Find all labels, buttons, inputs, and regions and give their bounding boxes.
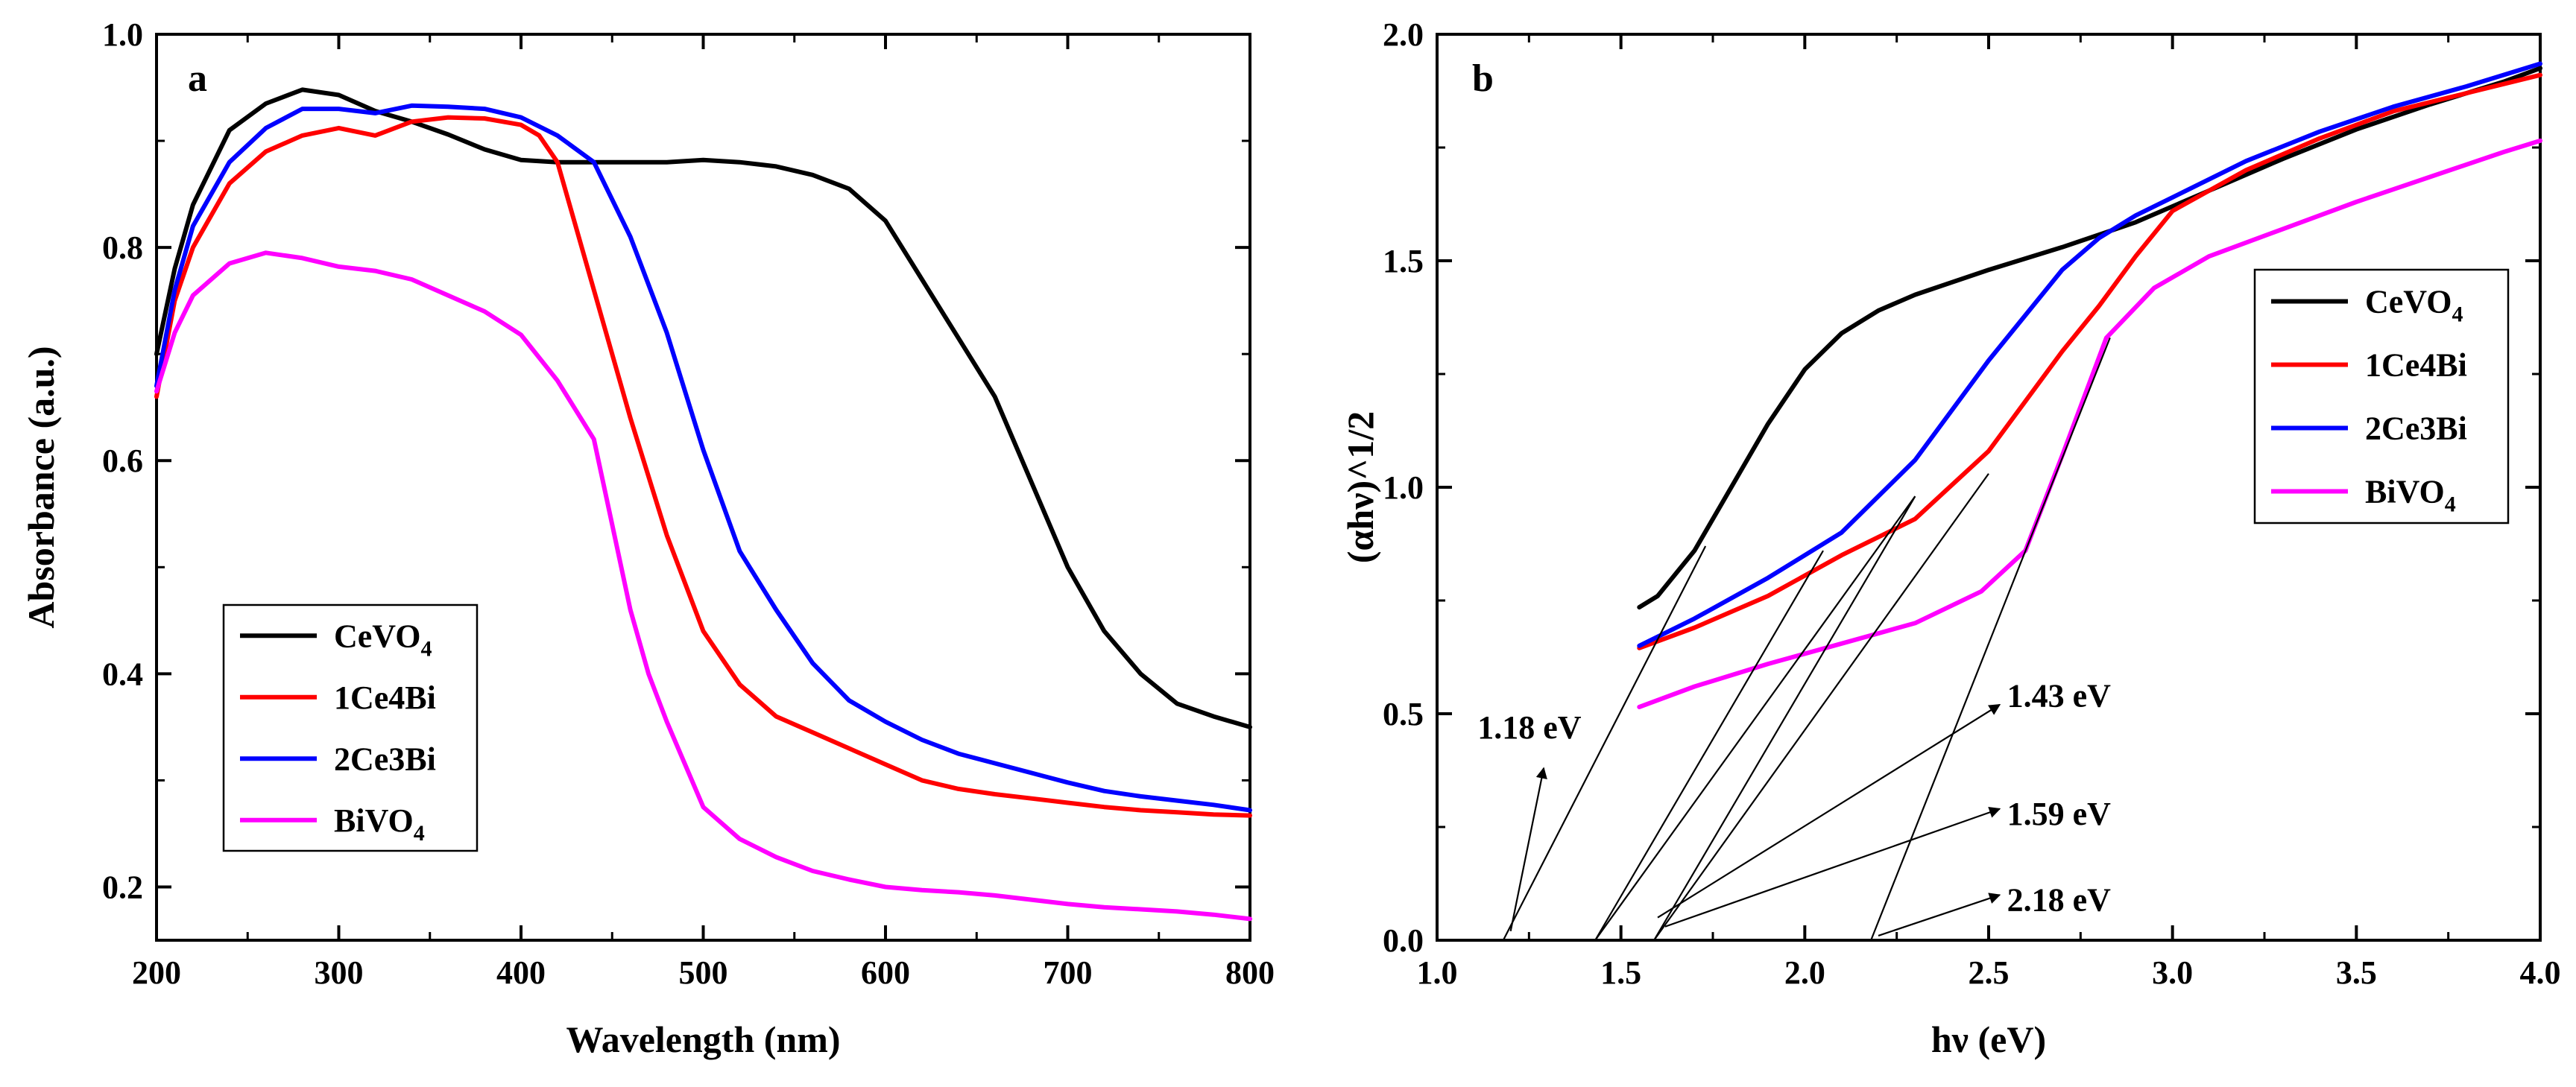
- tangent-line: [1502, 545, 1707, 941]
- tangent-line: [1594, 495, 1916, 941]
- annotation-arrow: [1509, 767, 1547, 932]
- y-tick-label: 0.8: [102, 229, 143, 266]
- x-tick-label: 1.5: [1600, 954, 1641, 991]
- y-tick-label: 2.0: [1383, 16, 1424, 53]
- y-tick-label: 1.0: [102, 16, 143, 53]
- gap-annotation: 1.43 eV: [2007, 678, 2112, 714]
- series-line-cevo4: [154, 87, 1252, 729]
- x-tick-label: 2.0: [1784, 954, 1825, 991]
- legend-box: [222, 603, 479, 852]
- y-tick-label: 0.5: [1383, 696, 1424, 732]
- series-line-cevo4: [1637, 66, 2542, 610]
- series-line-1ce4bi: [1637, 72, 2542, 650]
- annotation-arrow: [1664, 807, 2001, 928]
- legend-entry-subscript: 4: [420, 636, 432, 661]
- legend-entry-label: BiVO4: [334, 802, 425, 846]
- y-tick-label: 0.4: [102, 656, 143, 692]
- tangent-line: [1653, 495, 1916, 941]
- series-line-1ce4bi: [154, 115, 1252, 818]
- y-axis-title: Absorbance (a.u.): [20, 346, 62, 628]
- panel-a-chart: 200 300 400 500 600 700 800 0.2 0.4 0.6 0.8 1.0 a CeV…: [20, 16, 1275, 1060]
- legend-entry-text: BiVO: [334, 802, 414, 839]
- series-line-bivo4: [154, 250, 1252, 922]
- x-tick-label: 200: [132, 954, 181, 991]
- series-line-2ce3bi: [154, 103, 1252, 813]
- legend-entry-subscript: 4: [2452, 302, 2463, 327]
- y-tick-label: 1.0: [1383, 469, 1424, 506]
- legend-entry-text: 1Ce4Bi: [334, 679, 436, 716]
- legend-entry-text: CeVO: [2365, 284, 2452, 320]
- x-tick-label: 3.5: [2336, 954, 2377, 991]
- x-tick-label: 2.5: [1969, 954, 2010, 991]
- annotation-arrow: [1878, 893, 2001, 937]
- x-axis-title: Wavelength (nm): [566, 1018, 840, 1060]
- legend-entry-label: CeVO4: [2365, 284, 2463, 327]
- tangent-line: [1870, 337, 2111, 941]
- x-tick-label: 500: [679, 954, 728, 991]
- annotation-arrow: [1657, 703, 2001, 919]
- y-tick-label: 1.5: [1383, 243, 1424, 279]
- y-tick-label: 0.6: [102, 443, 143, 479]
- x-tick-label: 600: [861, 954, 910, 991]
- gap-annotation: 2.18 eV: [2007, 881, 2112, 918]
- x-tick-label: 400: [496, 954, 546, 991]
- series-line-bivo4: [1637, 138, 2542, 709]
- legend-entry-label: 1Ce4Bi: [2365, 347, 2467, 384]
- x-tick-label: 1.0: [1417, 954, 1458, 991]
- x-tick-label: 700: [1044, 954, 1093, 991]
- x-tick-label: 800: [1225, 954, 1275, 991]
- panel-label: a: [188, 57, 207, 100]
- legend-entry-text: 2Ce3Bi: [334, 741, 436, 777]
- legend-box: [2253, 268, 2510, 525]
- legend-entry-label: 1Ce4Bi: [334, 679, 436, 716]
- legend-entry-label: 2Ce3Bi: [2365, 411, 2467, 447]
- legend-entry-subscript: 4: [2445, 492, 2456, 517]
- legend-entry-text: 1Ce4Bi: [2365, 347, 2467, 384]
- gap-annotation: 1.18 eV: [1477, 709, 1582, 746]
- tangent-line: [1653, 473, 1989, 941]
- legend-entry-subscript: 4: [414, 821, 425, 846]
- tangent-line: [1594, 550, 1824, 941]
- x-tick-label: 300: [315, 954, 364, 991]
- y-tick-label: 0.0: [1383, 922, 1424, 959]
- legend-entry-label: CeVO4: [334, 618, 432, 661]
- y-tick-label: 0.2: [102, 869, 143, 905]
- x-tick-label: 4.0: [2520, 954, 2561, 991]
- x-tick-label: 3.0: [2152, 954, 2193, 991]
- gap-annotation: 1.59 eV: [2007, 796, 2112, 832]
- legend-entry-text: CeVO: [334, 618, 420, 654]
- legend-entry-text: 2Ce3Bi: [2365, 411, 2467, 447]
- x-axis-title: hν (eV): [1931, 1018, 2046, 1060]
- legend-entry-text: BiVO: [2365, 474, 2445, 510]
- panel-label: b: [1472, 57, 1494, 100]
- legend-entry-label: BiVO4: [2365, 474, 2456, 517]
- legend-entry-label: 2Ce3Bi: [334, 741, 436, 777]
- panel-b-chart: 1.0 1.5 2.0 2.5 3.0 3.5 4.0 0.0 0.5 1.0 1.5 2.0 1.18…: [1339, 16, 2561, 1060]
- series-line-2ce3bi: [1637, 61, 2542, 648]
- y-axis-title: (αhν)^1/2: [1339, 411, 1381, 563]
